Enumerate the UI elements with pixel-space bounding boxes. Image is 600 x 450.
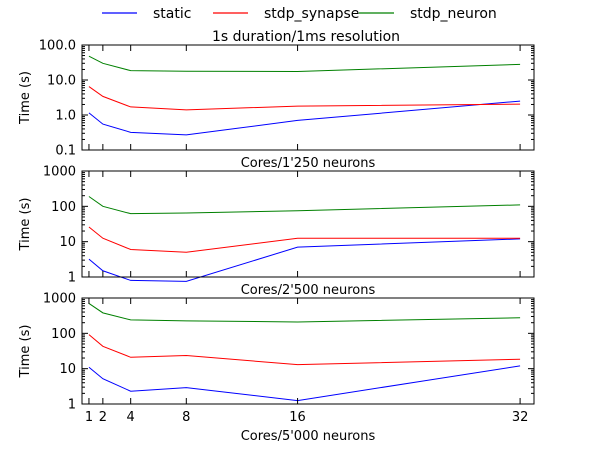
legend: static stdp_synapse stdp_neuron — [102, 6, 497, 22]
series-line-stdp-neuron — [88, 196, 521, 215]
y-axis-label: Time (s) — [18, 325, 33, 379]
y-tick-label: 1 — [68, 398, 76, 413]
legend-label-stdp-synapse: stdp_synapse — [264, 6, 359, 22]
y-tick-label: 100.0 — [39, 39, 76, 54]
y-tick-label: 10 — [59, 362, 76, 377]
series-line-static — [88, 365, 521, 402]
series-line-stdp-synapse — [88, 86, 521, 111]
y-tick-label: 0.1 — [55, 144, 76, 159]
panel-2500-neurons: 1 10 100 1000 Cores/2'500 neurons Time (s) — [18, 165, 535, 298]
legend-label-static: static — [153, 6, 191, 22]
y-tick-label: 1 — [68, 271, 76, 286]
y-axis-label: Time (s) — [18, 198, 33, 252]
legend-entry-stdp-synapse: stdp_synapse — [213, 6, 359, 22]
x-axis-label: Cores/2'500 neurons — [241, 283, 376, 298]
y-tick-label: 100 — [51, 200, 76, 215]
x-axis-label: Cores/5'000 neurons — [241, 429, 376, 444]
y-tick-label: 10.0 — [47, 74, 76, 89]
y-tick-label: 100 — [51, 327, 76, 342]
y-axis-label: Time (s) — [18, 71, 33, 125]
legend-label-stdp-neuron: stdp_neuron — [410, 6, 497, 22]
plot-frame — [81, 44, 535, 151]
series-line-stdp-synapse — [88, 226, 521, 253]
x-tick-label: 32 — [512, 410, 529, 425]
y-tick-label: 1.0 — [55, 109, 76, 124]
series-line-stdp-neuron — [88, 303, 521, 323]
x-tick-label: 8 — [182, 410, 190, 425]
legend-entry-stdp-neuron: stdp_neuron — [359, 6, 497, 22]
panel-1250-neurons: 0.1 1.0 10.0 100.0 Cores/1'250 neurons Time (… — [18, 39, 535, 171]
x-tick-label: 1 — [85, 410, 93, 425]
series-line-stdp-neuron — [88, 55, 521, 72]
x-tick-label: 16 — [289, 410, 306, 425]
series-line-static — [88, 100, 521, 136]
series-line-stdp-synapse — [88, 334, 521, 366]
plot-frame — [81, 170, 535, 278]
figure-title: 1s duration/1ms resolution — [212, 29, 400, 45]
x-axis-label: Cores/1'250 neurons — [241, 156, 376, 171]
x-tick-label: 2 — [99, 410, 107, 425]
y-tick-label: 1000 — [43, 292, 76, 307]
x-tick-label: 4 — [127, 410, 135, 425]
y-tick-label: 1000 — [43, 165, 76, 180]
plot-frame — [81, 297, 535, 405]
y-tick-label: 10 — [59, 235, 76, 250]
legend-entry-static: static — [102, 6, 191, 22]
series-line-static — [88, 238, 521, 282]
